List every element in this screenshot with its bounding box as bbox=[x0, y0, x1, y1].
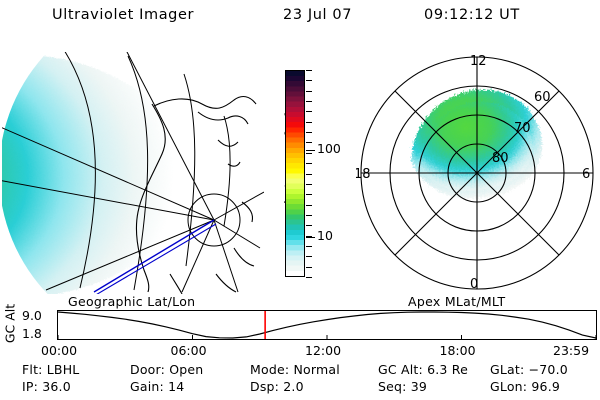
geographic-image-panel[interactable] bbox=[2, 52, 264, 294]
header-bar: Ultraviolet Imager 23 Jul 07 09:12:12 UT bbox=[0, 4, 600, 30]
colorbar-tick bbox=[306, 90, 312, 92]
orbit-ytick-high: 9.0 bbox=[22, 308, 42, 323]
mlt-label-18: 18 bbox=[356, 167, 371, 182]
orbit-time-label: 00:00 bbox=[41, 343, 78, 358]
colorbar-tick bbox=[306, 173, 312, 175]
mlat-label-70: 70 bbox=[514, 121, 531, 136]
polar-grid bbox=[360, 56, 594, 290]
status-field-value: 96.9 bbox=[531, 379, 561, 394]
status-field: GLon: 96.9 bbox=[490, 379, 560, 394]
colorbar-tick bbox=[306, 142, 312, 144]
coastline-overlay bbox=[135, 95, 257, 294]
status-field: Dsp: 2.0 bbox=[250, 379, 304, 394]
status-field: IP: 36.0 bbox=[22, 379, 71, 394]
status-field-key: Flt: bbox=[22, 362, 47, 377]
apex-polar-panel[interactable]: 12 18 6 0 60 70 80 bbox=[356, 52, 598, 294]
mlt-label-12: 12 bbox=[470, 54, 487, 69]
status-field-value: 36.0 bbox=[42, 379, 71, 394]
status-field: GLat: −70.0 bbox=[490, 362, 568, 377]
status-row-secondary: IP: 36.0 Gain: 14 Dsp: 2.0 Seq: 39 GLon: 96.… bbox=[0, 379, 600, 396]
mlat-ring-labels: 60 70 80 bbox=[492, 90, 551, 166]
colorbar-gradient bbox=[285, 70, 305, 277]
status-field: GC Alt: 6.3 Re bbox=[378, 362, 468, 377]
instrument-title: Ultraviolet Imager bbox=[52, 7, 195, 23]
geographic-panel-caption: Geographic Lat/Lon bbox=[68, 294, 196, 309]
status-field-value: LBHL bbox=[46, 362, 80, 377]
mlt-label-6: 6 bbox=[582, 167, 590, 182]
status-field-key: GLon: bbox=[490, 379, 532, 394]
colorbar-tick bbox=[306, 121, 312, 123]
colorbar-tick bbox=[306, 152, 312, 154]
status-field-value: 6.3 Re bbox=[427, 362, 468, 377]
orbit-time-label: 12:00 bbox=[305, 343, 342, 358]
apex-polar-plot: 12 18 6 0 60 70 80 bbox=[356, 52, 598, 294]
colorbar-tick bbox=[306, 204, 312, 206]
observation-date: 23 Jul 07 bbox=[283, 7, 353, 23]
orbit-x-tick-marks bbox=[58, 335, 596, 339]
apex-panel-caption: Apex MLat/MLT bbox=[408, 294, 506, 309]
colorbar-tick-label: 10 bbox=[317, 227, 333, 243]
colorbar-tick bbox=[306, 194, 312, 196]
colorbar-tick bbox=[306, 245, 312, 247]
orbit-time-label: 06:00 bbox=[170, 343, 207, 358]
terminator-line bbox=[93, 219, 217, 294]
colorbar-tick bbox=[306, 132, 312, 134]
status-field-key: Dsp: bbox=[250, 379, 284, 394]
orbit-time-label: 23:59 bbox=[553, 343, 590, 358]
colorbar-tick bbox=[306, 266, 312, 268]
status-field-value: 2.0 bbox=[283, 379, 304, 394]
status-field: Door: Open bbox=[130, 362, 203, 377]
mlat-label-80: 80 bbox=[492, 151, 509, 166]
colorbar-tick bbox=[306, 277, 312, 278]
colorbar-tick bbox=[306, 101, 312, 103]
colorbar-tick bbox=[306, 183, 312, 185]
colorbar-tick bbox=[306, 225, 312, 227]
status-row-primary: Flt: LBHL Door: Open Mode: Normal GC Alt: 6… bbox=[0, 362, 600, 379]
orbit-ytick-low: 1.8 bbox=[22, 326, 42, 341]
status-field-key: Gain: bbox=[130, 379, 169, 394]
colorbar-tick bbox=[306, 235, 312, 237]
status-field: Seq: 39 bbox=[378, 379, 427, 394]
status-field: Mode: Normal bbox=[250, 362, 340, 377]
orbit-altitude-plot[interactable] bbox=[57, 310, 597, 340]
colorbar-tick bbox=[306, 214, 312, 216]
aurora-emission-region bbox=[2, 54, 188, 294]
status-field-value: 39 bbox=[410, 379, 428, 394]
latlon-graticule bbox=[2, 52, 264, 293]
colorbar-tick bbox=[306, 163, 312, 165]
mlat-label-60: 60 bbox=[534, 90, 551, 105]
colorbar-tick bbox=[306, 111, 312, 113]
status-field: Gain: 14 bbox=[130, 379, 184, 394]
colorbar-tick bbox=[306, 80, 312, 82]
status-field-key: Seq: bbox=[378, 379, 411, 394]
colorbar-tick bbox=[306, 256, 312, 258]
status-field-key: Mode: bbox=[250, 362, 294, 377]
colorbar-tick bbox=[306, 70, 312, 71]
orbit-y-axis-label: GC Alt bbox=[2, 303, 18, 344]
status-field-key: GC Alt: bbox=[378, 362, 428, 377]
status-field: Flt: LBHL bbox=[22, 362, 79, 377]
status-field-key: GLat: bbox=[490, 362, 529, 377]
orbit-time-label: 18:00 bbox=[439, 343, 476, 358]
colorbar-tick-label: 100 bbox=[317, 140, 341, 156]
status-field-value: −70.0 bbox=[528, 362, 568, 377]
colorbar-major-tick bbox=[306, 236, 315, 238]
status-field-key: IP: bbox=[22, 379, 43, 394]
status-field-value: Open bbox=[169, 362, 204, 377]
colorbar-major-tick bbox=[306, 149, 315, 151]
orbit-curve-svg bbox=[58, 311, 596, 339]
mlt-tick-labels: 12 18 6 0 bbox=[356, 54, 590, 292]
status-field-key: Door: bbox=[130, 362, 170, 377]
status-field-value: 14 bbox=[168, 379, 185, 394]
status-field-value: Normal bbox=[293, 362, 340, 377]
geographic-plot bbox=[2, 52, 264, 294]
orbit-altitude-curve bbox=[58, 311, 596, 339]
observation-time: 09:12:12 UT bbox=[424, 7, 520, 23]
mlt-label-0: 0 bbox=[470, 277, 478, 292]
